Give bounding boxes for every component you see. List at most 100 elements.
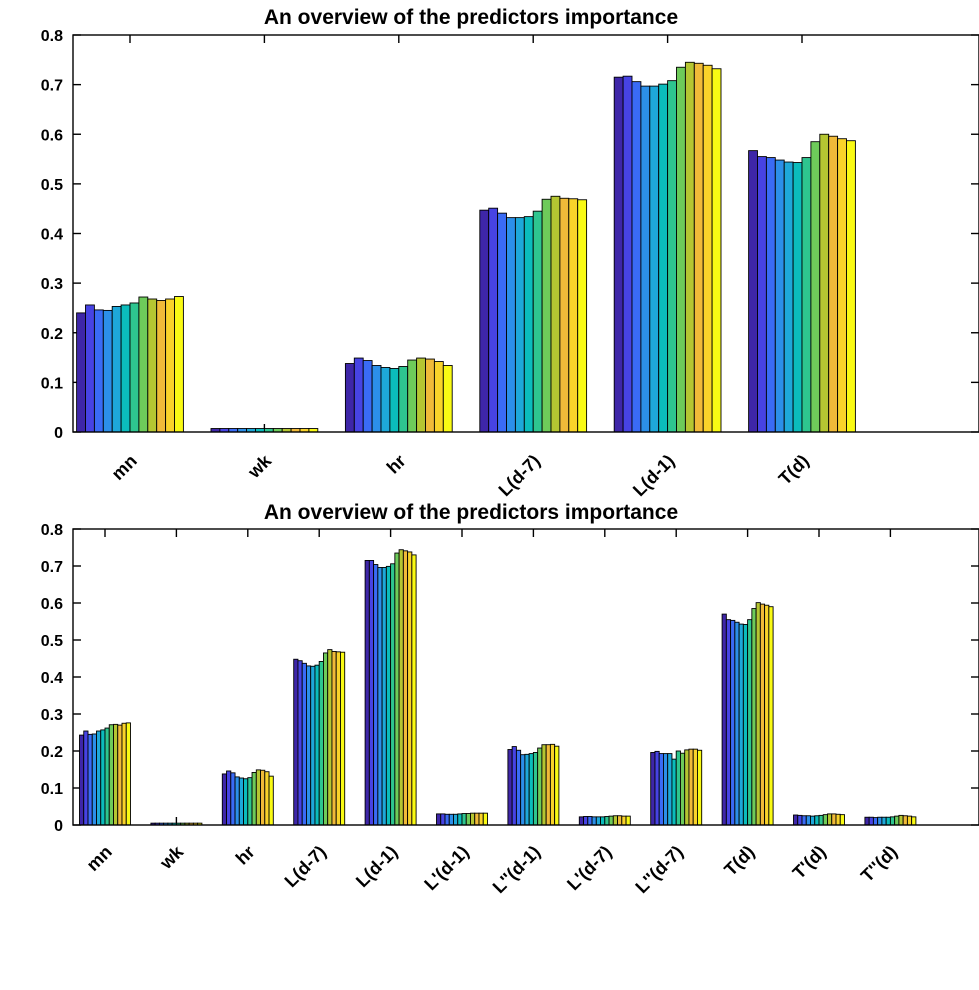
bar xyxy=(608,815,614,826)
bar xyxy=(479,209,490,433)
category-label: L'(d-7) xyxy=(563,842,616,895)
bar xyxy=(792,162,803,433)
bar xyxy=(881,816,887,826)
bar xyxy=(600,816,606,826)
bar xyxy=(667,80,677,433)
bar xyxy=(398,366,409,433)
bar xyxy=(846,140,856,433)
bar xyxy=(340,651,346,826)
bar xyxy=(801,157,812,433)
bar xyxy=(725,619,732,826)
bar xyxy=(524,753,530,826)
bar xyxy=(528,753,534,826)
bar xyxy=(398,549,404,826)
bar xyxy=(755,602,761,826)
bar xyxy=(255,769,261,826)
bar xyxy=(520,754,526,826)
category-label: T(d) xyxy=(775,451,813,489)
bar xyxy=(617,815,623,826)
bar xyxy=(425,358,435,433)
bar xyxy=(818,814,824,826)
bar xyxy=(721,613,727,826)
bar xyxy=(444,813,450,826)
bar xyxy=(407,359,418,433)
bar xyxy=(748,150,758,433)
bar xyxy=(407,551,413,826)
bar xyxy=(684,61,695,433)
bar-group-0 xyxy=(76,296,184,433)
bar xyxy=(631,81,642,433)
bar xyxy=(894,815,900,826)
bar xyxy=(583,816,589,826)
bar xyxy=(310,665,316,826)
category-label: wk xyxy=(243,450,276,483)
category-label: L''(d-7) xyxy=(631,842,687,898)
bar xyxy=(507,749,513,826)
bar xyxy=(335,651,341,826)
bar xyxy=(442,365,453,433)
bar xyxy=(751,608,757,826)
bar xyxy=(877,816,883,826)
bar xyxy=(147,298,158,433)
bar xyxy=(759,603,766,826)
bar xyxy=(497,212,507,433)
bar xyxy=(362,360,373,433)
category-label: L''(d-1) xyxy=(489,842,545,898)
bar xyxy=(595,816,601,826)
bar xyxy=(448,813,454,826)
bar xyxy=(667,753,673,826)
bar xyxy=(559,197,570,433)
bar xyxy=(810,141,821,433)
bar xyxy=(613,76,624,433)
bar xyxy=(416,357,426,433)
bar xyxy=(663,753,669,826)
bar xyxy=(264,771,270,826)
bar xyxy=(301,662,307,826)
bar xyxy=(129,302,140,433)
y-tick-label: 0.2 xyxy=(41,744,63,761)
bar xyxy=(797,814,803,826)
bar-group-3 xyxy=(293,649,346,826)
bar xyxy=(104,727,110,826)
bar xyxy=(120,304,131,433)
bottom-chart-title: An overview of the predictors importance xyxy=(264,501,678,524)
bar xyxy=(380,367,391,433)
bar xyxy=(243,778,249,826)
bar xyxy=(251,772,257,826)
bar xyxy=(79,734,85,826)
bar xyxy=(91,733,97,826)
bar xyxy=(465,813,471,826)
bar xyxy=(591,816,597,826)
top-chart-title: An overview of the predictors importance xyxy=(264,6,678,29)
y-tick-label: 0 xyxy=(54,818,63,835)
bar xyxy=(902,815,908,826)
bar xyxy=(230,772,236,826)
bar xyxy=(839,814,845,826)
bar xyxy=(482,812,488,826)
category-label: L(d-7) xyxy=(495,451,544,500)
bar xyxy=(676,66,686,433)
bar xyxy=(604,816,610,826)
bar xyxy=(793,814,799,826)
bar xyxy=(511,746,517,826)
bar xyxy=(433,361,444,433)
bar xyxy=(138,296,149,433)
bar xyxy=(738,623,744,826)
y-tick-label: 0.3 xyxy=(41,276,63,293)
bar xyxy=(768,606,774,826)
category-label: hr xyxy=(232,842,259,869)
bar-group-2 xyxy=(221,769,274,826)
bar xyxy=(688,748,694,826)
bar xyxy=(885,816,891,826)
bar xyxy=(226,770,232,826)
bar xyxy=(577,199,588,433)
bar xyxy=(297,660,303,826)
bar xyxy=(837,138,847,433)
bar xyxy=(827,813,833,826)
bar-group-2 xyxy=(344,357,453,433)
bar xyxy=(764,604,770,826)
bar xyxy=(514,217,525,433)
bar xyxy=(364,560,370,826)
bar xyxy=(461,813,467,826)
